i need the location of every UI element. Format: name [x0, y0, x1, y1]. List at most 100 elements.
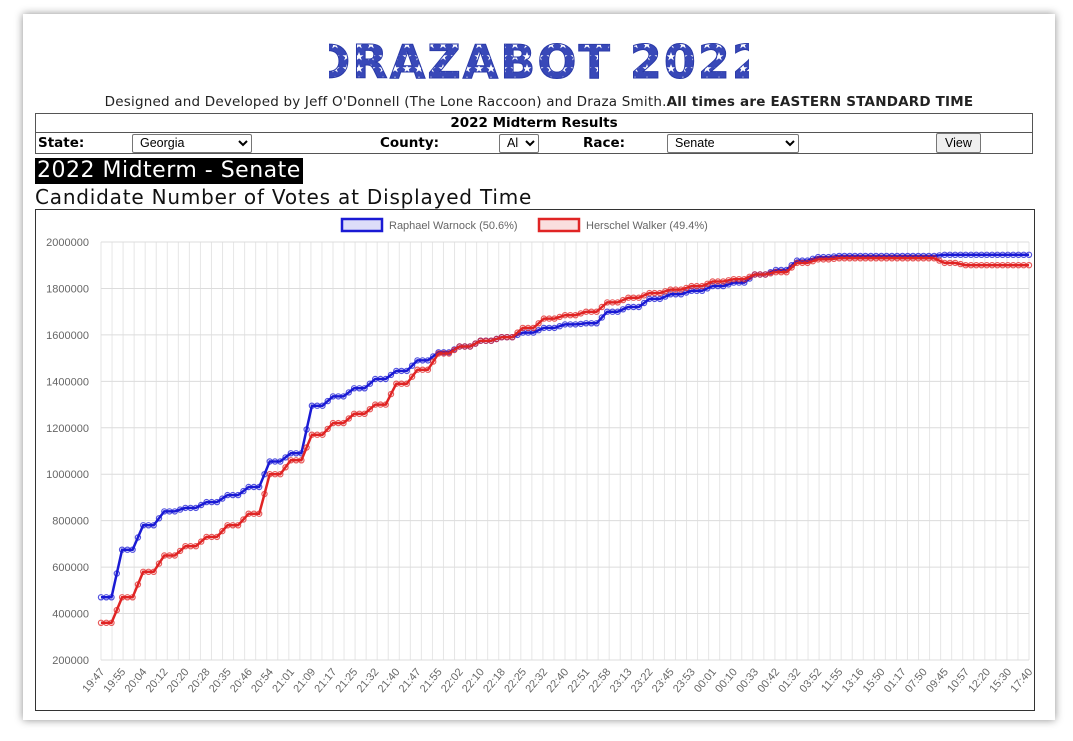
data-point [303, 444, 310, 451]
data-point [219, 495, 226, 502]
legend-label: Herschel Walker (49.4%) [586, 220, 708, 232]
data-point [192, 543, 200, 550]
data-point [134, 534, 142, 541]
data-point [451, 346, 458, 354]
x-tick-label: 11:55 [819, 666, 845, 694]
data-point [324, 425, 331, 433]
x-tick-label: 00:01 [692, 666, 719, 695]
data-point [614, 299, 621, 306]
data-point [361, 385, 368, 392]
y-tick-label: 800000 [52, 516, 89, 528]
x-tick-label: 23:13 [608, 666, 635, 695]
x-tick-label: 21:01 [270, 666, 297, 695]
x-tick-label: 21:32 [355, 666, 382, 695]
x-tick-label: 23:45 [650, 666, 677, 695]
x-tick-label: 15:30 [987, 666, 1014, 695]
data-point [430, 358, 437, 365]
data-point [509, 333, 516, 341]
x-tick-label: 21:47 [397, 666, 424, 695]
county-label: County: [378, 132, 497, 154]
data-point [176, 547, 184, 555]
data-point [108, 619, 115, 626]
data-point [598, 303, 606, 311]
data-point [1025, 262, 1033, 269]
data-point [514, 329, 521, 336]
x-tick-label: 22:25 [502, 666, 529, 695]
data-point [656, 295, 664, 303]
data-point [261, 490, 268, 498]
x-tick-label: 22:10 [460, 666, 487, 695]
chart-heading: Candidate Number of Votes at Displayed T… [35, 185, 533, 209]
race-select[interactable]: Senate [667, 133, 799, 153]
data-point [788, 264, 795, 271]
x-tick-label: 17:40 [1008, 666, 1034, 695]
legend-swatch [537, 217, 581, 233]
data-point [408, 373, 416, 380]
x-tick-label: 20:46 [228, 666, 255, 695]
x-tick-label: 22:32 [523, 666, 550, 695]
x-tick-label: 22:18 [481, 666, 508, 695]
data-point [129, 594, 136, 601]
controls-title: 2022 Midterm Results [35, 113, 1033, 133]
credits-line: Designed and Developed by Jeff O'Donnell… [23, 94, 1055, 110]
data-point [345, 415, 352, 422]
series-line-1 [101, 257, 1029, 625]
data-point [387, 390, 395, 398]
votes-chart-svg: 200000 400000 600000 800000 1000000 1200000 14… [46, 217, 1034, 695]
data-point [593, 320, 600, 327]
state-select[interactable]: Georgia [132, 133, 252, 153]
data-point [150, 522, 157, 529]
data-point [535, 326, 542, 334]
x-tick-label: 22:58 [587, 666, 614, 695]
data-point [614, 308, 621, 315]
legend-swatch [340, 217, 384, 233]
data-point [150, 568, 157, 575]
data-point [704, 285, 711, 292]
county-select[interactable]: All [499, 133, 539, 153]
data-point [656, 289, 664, 297]
x-tick-label: 21:17 [312, 666, 339, 695]
data-point [113, 606, 121, 614]
view-button[interactable]: View [936, 133, 981, 153]
data-point [572, 311, 579, 319]
data-point [134, 581, 142, 588]
data-point [277, 458, 284, 465]
data-point [445, 350, 453, 357]
x-tick-label: 21:09 [291, 666, 318, 695]
race-title: 2022 Midterm - Senate [35, 158, 303, 184]
x-tick-label: 07:50 [903, 666, 930, 695]
data-point [277, 471, 284, 478]
controls-table: 2022 Midterm Results State: Georgia Coun… [35, 113, 1033, 154]
x-tick-label: 19:55 [101, 666, 128, 695]
votes-chart: 200000 400000 600000 800000 1000000 1200000 14… [35, 209, 1035, 711]
site-logo: DRAZABOT 2022 [23, 38, 1055, 84]
x-tick-label: 20:54 [249, 666, 276, 695]
data-point [192, 504, 200, 512]
x-tick-label: 21:55 [418, 666, 445, 695]
data-point [234, 522, 242, 529]
x-tick-label: 22:02 [439, 666, 466, 695]
data-point [936, 257, 943, 264]
data-point [240, 487, 247, 495]
data-point [930, 255, 938, 262]
data-point [530, 324, 537, 332]
x-tick-label: 20:28 [186, 666, 213, 695]
data-point [255, 483, 263, 491]
x-tick-label: 09:45 [924, 666, 951, 695]
y-tick-label: 1800000 [46, 283, 89, 295]
data-point [640, 292, 648, 299]
x-tick-label: 00:10 [713, 666, 740, 695]
x-tick-label: 23:22 [629, 666, 656, 695]
data-point [698, 282, 706, 290]
data-point [340, 419, 347, 427]
data-point [408, 362, 416, 369]
data-point [255, 510, 263, 517]
x-tick-label: 21:25 [333, 666, 360, 695]
data-point [108, 594, 115, 601]
y-tick-label: 1200000 [46, 423, 89, 435]
credits-text: Designed and Developed by Jeff O'Donnell… [104, 94, 667, 110]
data-point [635, 294, 643, 301]
x-tick-label: 01:32 [776, 666, 803, 695]
y-tick-label: 200000 [52, 655, 89, 667]
y-tick-label: 1600000 [46, 330, 89, 342]
